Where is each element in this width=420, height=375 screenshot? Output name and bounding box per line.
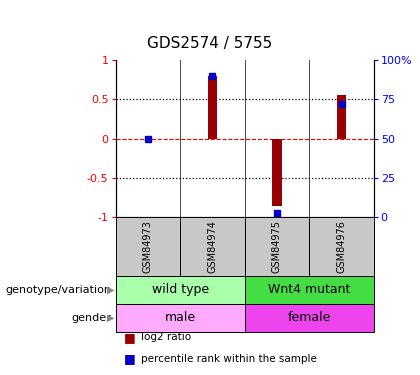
Text: genotype/variation: genotype/variation: [5, 285, 111, 295]
Bar: [116, 217, 180, 276]
Text: gender: gender: [71, 313, 111, 323]
Text: ▶: ▶: [107, 285, 114, 295]
Bar: [116, 276, 245, 304]
Bar: [309, 217, 374, 276]
Text: ■: ■: [124, 331, 136, 344]
Text: ▶: ▶: [107, 313, 114, 323]
Bar: [337, 94, 346, 139]
Bar: [245, 276, 374, 304]
Bar: [245, 304, 374, 332]
Text: GSM84976: GSM84976: [336, 220, 346, 273]
Bar: [207, 76, 217, 139]
Text: male: male: [165, 311, 196, 324]
Bar: [180, 217, 245, 276]
Text: GDS2574 / 5755: GDS2574 / 5755: [147, 36, 273, 51]
Bar: [116, 304, 245, 332]
Text: female: female: [288, 311, 331, 324]
Bar: [272, 139, 282, 206]
Text: GSM84973: GSM84973: [143, 220, 153, 273]
Text: log2 ratio: log2 ratio: [141, 332, 191, 342]
Text: GSM84975: GSM84975: [272, 220, 282, 273]
Bar: [245, 217, 309, 276]
Text: Wnt4 mutant: Wnt4 mutant: [268, 283, 350, 296]
Text: percentile rank within the sample: percentile rank within the sample: [141, 354, 317, 364]
Text: GSM84974: GSM84974: [207, 220, 218, 273]
Text: ■: ■: [124, 352, 136, 365]
Text: wild type: wild type: [152, 283, 209, 296]
